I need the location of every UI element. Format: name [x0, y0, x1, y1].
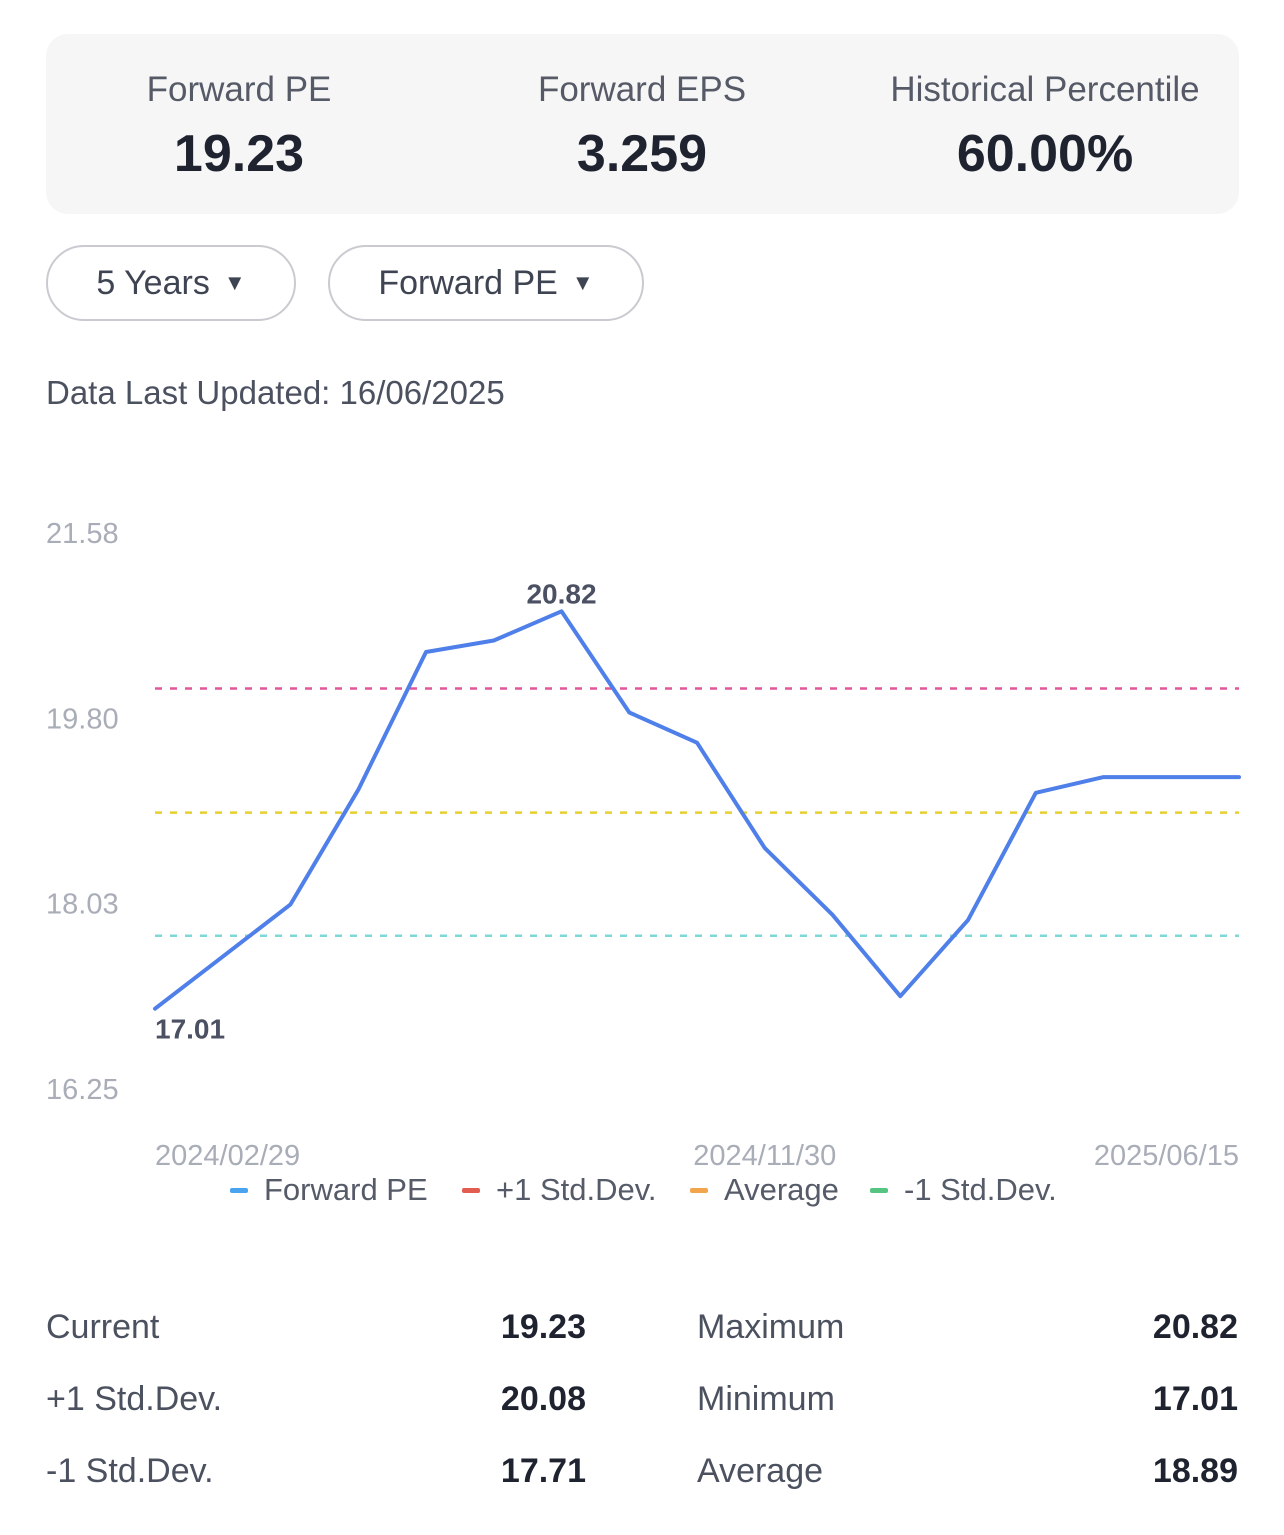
stat-label: -1 Std.Dev.: [46, 1452, 214, 1490]
y-tick-label: 21.58: [46, 518, 119, 550]
legend-swatch: [870, 1187, 888, 1193]
period-dropdown-label: 5 Years: [96, 263, 210, 302]
metric-label: Forward EPS: [537, 70, 747, 109]
point-annotation: 17.01: [155, 1014, 225, 1045]
stats-row: -1 Std.Dev. 17.71 Average 18.89: [0, 1452, 1284, 1508]
y-tick-label: 16.25: [46, 1074, 119, 1106]
stat-value: 20.82: [1152, 1308, 1238, 1346]
x-tick-label: 2024/11/30: [693, 1140, 836, 1172]
period-dropdown[interactable]: 5 Years ▼: [46, 245, 296, 321]
summary-card: Forward PE 19.23 Forward EPS 3.259 Histo…: [46, 34, 1239, 214]
stat-value: 18.89: [1152, 1452, 1238, 1490]
metric-value: 60.00%: [956, 125, 1134, 183]
point-annotation: 20.82: [526, 578, 596, 609]
stat-label: Current: [46, 1308, 160, 1346]
chart-legend: Forward PE +1 Std.Dev. Average -1 Std.De…: [0, 1172, 1284, 1212]
legend-label: Forward PE: [264, 1172, 428, 1207]
stat-label: Average: [697, 1452, 824, 1490]
metric-forward-eps: Forward EPS 3.259: [442, 70, 842, 184]
legend-label: +1 Std.Dev.: [496, 1172, 657, 1207]
metric-dropdown[interactable]: Forward PE ▼: [328, 245, 644, 321]
stat-label: +1 Std.Dev.: [46, 1380, 223, 1418]
x-tick-label: 2024/02/29: [155, 1140, 300, 1172]
legend-swatch: [230, 1187, 248, 1193]
stat-label: Minimum: [697, 1380, 835, 1418]
series-line-forward-pe: [153, 609, 1241, 1011]
legend-swatch: [690, 1187, 708, 1193]
legend-item-forward-pe[interactable]: Forward PE: [230, 1172, 428, 1208]
metric-label: Forward PE: [146, 70, 332, 109]
stat-value: 17.71: [500, 1452, 586, 1490]
stats-row: +1 Std.Dev. 20.08 Minimum 17.01: [0, 1380, 1284, 1436]
stat-label: Maximum: [697, 1308, 845, 1346]
legend-item-minus-std[interactable]: -1 Std.Dev.: [870, 1172, 1057, 1208]
legend-item-plus-std[interactable]: +1 Std.Dev.: [462, 1172, 657, 1208]
metric-value: 19.23: [173, 125, 305, 183]
caret-down-icon: ▼: [223, 270, 246, 295]
y-tick-label: 18.03: [46, 888, 119, 920]
legend-label: Average: [724, 1172, 839, 1207]
y-tick-label: 19.80: [46, 704, 119, 736]
caret-down-icon: ▼: [571, 270, 594, 295]
metric-value: 3.259: [576, 125, 708, 183]
stats-row: Current 19.23 Maximum 20.82: [0, 1308, 1284, 1364]
stat-value: 20.08: [500, 1380, 586, 1418]
pe-line-chart: 21.58 19.80 18.03 16.25 20.82 17.01 2024/02/29…: [46, 518, 1241, 1172]
data-updated-text: Data Last Updated: 16/06/2025: [46, 374, 505, 411]
x-tick-label: 2025/06/15: [1094, 1140, 1239, 1172]
legend-label: -1 Std.Dev.: [904, 1172, 1057, 1207]
legend-swatch: [462, 1187, 480, 1193]
metric-forward-pe: Forward PE 19.23: [39, 70, 439, 184]
metric-dropdown-label: Forward PE: [378, 263, 558, 302]
stat-value: 19.23: [500, 1308, 586, 1346]
metric-historical-percentile: Historical Percentile 60.00%: [845, 70, 1245, 184]
stat-value: 17.01: [1152, 1380, 1238, 1418]
metric-label: Historical Percentile: [890, 70, 1200, 109]
legend-item-average[interactable]: Average: [690, 1172, 839, 1208]
